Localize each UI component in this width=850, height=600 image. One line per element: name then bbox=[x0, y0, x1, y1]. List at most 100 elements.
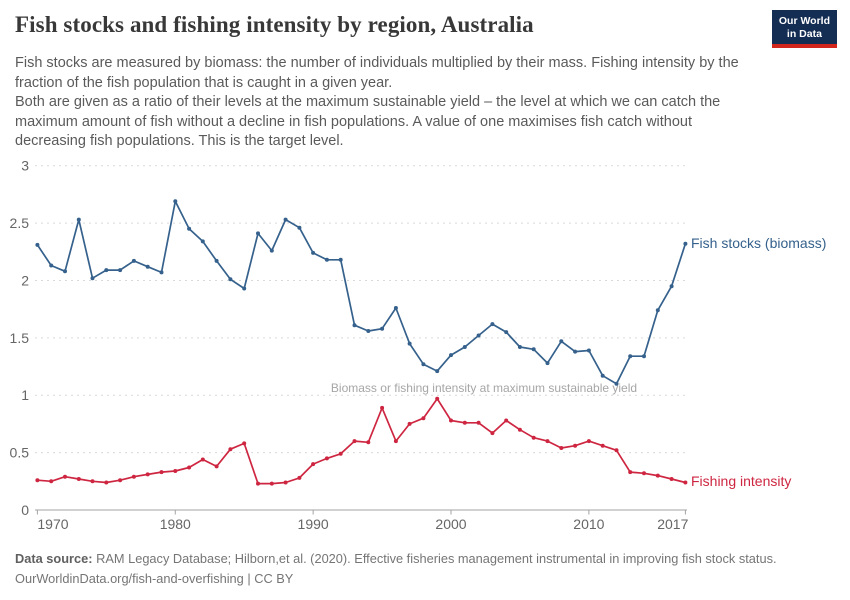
data-point-fish-stocks-biomass-2015 bbox=[655, 308, 660, 313]
data-point-fishing-intensity-1989 bbox=[297, 475, 302, 480]
data-point-fishing-intensity-2011 bbox=[600, 443, 605, 448]
data-point-fish-stocks-biomass-1988 bbox=[283, 217, 288, 222]
data-point-fish-stocks-biomass-1975 bbox=[104, 268, 109, 273]
data-point-fishing-intensity-2002 bbox=[476, 420, 481, 425]
data-point-fish-stocks-biomass-2013 bbox=[628, 354, 633, 359]
data-point-fish-stocks-biomass-1996 bbox=[393, 306, 398, 310]
data-point-fishing-intensity-1996 bbox=[393, 439, 398, 444]
data-point-fish-stocks-biomass-2006 bbox=[531, 347, 536, 352]
data-point-fish-stocks-biomass-1994 bbox=[366, 329, 371, 333]
data-point-fishing-intensity-1976 bbox=[118, 478, 123, 483]
data-point-fish-stocks-biomass-1983 bbox=[214, 258, 219, 263]
data-point-fishing-intensity-1992 bbox=[338, 451, 343, 456]
series-label-fishing-intensity: Fishing intensity bbox=[691, 473, 791, 489]
data-point-fishing-intensity-1981 bbox=[187, 465, 192, 470]
data-point-fish-stocks-biomass-1992 bbox=[338, 257, 343, 262]
data-point-fish-stocks-biomass-1978 bbox=[145, 264, 150, 269]
data-point-fish-stocks-biomass-2014 bbox=[642, 354, 646, 359]
data-point-fishing-intensity-1990 bbox=[311, 462, 316, 467]
data-point-fish-stocks-biomass-2017 bbox=[683, 241, 688, 246]
data-point-fish-stocks-biomass-1997 bbox=[407, 341, 412, 346]
data-point-fish-stocks-biomass-2001 bbox=[462, 345, 467, 349]
chart-subtitle: Fish stocks are measured by biomass: the… bbox=[15, 54, 763, 152]
data-point-fish-stocks-biomass-1993 bbox=[352, 323, 357, 328]
data-point-fishing-intensity-1972 bbox=[63, 474, 67, 479]
line-chart-canvas: 0 0.5 1 1.5 2 2.5 3 1970 1980 1990 2000 2010 2017 Bi… bbox=[10, 158, 827, 532]
footer-url-line[interactable]: OurWorldinData.org/fish-and-overfishing … bbox=[15, 571, 294, 586]
data-point-fishing-intensity-1979 bbox=[159, 470, 164, 475]
data-point-fishing-intensity-1971 bbox=[49, 479, 54, 484]
data-point-fishing-intensity-1977 bbox=[131, 474, 136, 479]
data-point-fish-stocks-biomass-1982 bbox=[200, 239, 205, 244]
data-point-fish-stocks-biomass-1989 bbox=[297, 225, 302, 230]
data-point-fishing-intensity-1973 bbox=[76, 477, 81, 481]
data-point-fishing-intensity-1993 bbox=[352, 439, 357, 444]
data-point-fishing-intensity-2015 bbox=[655, 473, 660, 478]
data-source-text: RAM Legacy Database; Hilborn,et al. (202… bbox=[92, 551, 777, 566]
subtitle-paragraph-2: Both are given as a ratio of their level… bbox=[15, 94, 721, 149]
data-point-fishing-intensity-2013 bbox=[628, 470, 633, 475]
data-point-fishing-intensity-1980 bbox=[173, 469, 178, 473]
data-point-fishing-intensity-2005 bbox=[517, 427, 522, 432]
data-point-fishing-intensity-2003 bbox=[490, 431, 495, 436]
data-point-fish-stocks-biomass-2008 bbox=[559, 339, 564, 344]
data-point-fishing-intensity-2004 bbox=[504, 418, 509, 423]
data-point-fish-stocks-biomass-1971 bbox=[49, 263, 54, 268]
footer-source-line: Data source: RAM Legacy Database; Hilbor… bbox=[15, 549, 777, 569]
owid-logo[interactable]: Our World in Data bbox=[771, 10, 837, 48]
data-point-fish-stocks-biomass-1970 bbox=[35, 242, 40, 247]
data-point-fish-stocks-biomass-2009 bbox=[573, 349, 578, 354]
data-point-fishing-intensity-2009 bbox=[573, 443, 578, 448]
series-line-fish-stocks-biomass bbox=[36, 200, 687, 385]
data-point-fish-stocks-biomass-1981 bbox=[187, 226, 192, 231]
x-axis-tick-label: 1990 bbox=[298, 516, 329, 532]
y-axis-tick-label: 0.5 bbox=[10, 445, 30, 461]
data-point-fishing-intensity-2001 bbox=[462, 420, 467, 425]
data-point-fish-stocks-biomass-1972 bbox=[63, 269, 67, 274]
data-source-label: Data source: bbox=[15, 551, 93, 566]
data-point-fish-stocks-biomass-1973 bbox=[76, 217, 81, 222]
data-point-fish-stocks-biomass-2003 bbox=[490, 322, 495, 327]
data-point-fish-stocks-biomass-1976 bbox=[118, 268, 123, 273]
data-point-fishing-intensity-2010 bbox=[586, 439, 591, 444]
data-point-fish-stocks-biomass-2012 bbox=[614, 381, 619, 386]
data-point-fish-stocks-biomass-2005 bbox=[517, 345, 522, 349]
data-point-fish-stocks-biomass-2007 bbox=[545, 361, 550, 366]
x-axis-tick-label: 2000 bbox=[435, 516, 466, 532]
data-point-fish-stocks-biomass-2010 bbox=[586, 348, 591, 353]
data-point-fish-stocks-biomass-2004 bbox=[504, 330, 509, 335]
owid-logo-line2: in Data bbox=[786, 27, 822, 40]
data-point-fish-stocks-biomass-1974 bbox=[90, 276, 95, 281]
msy-annotation: Biomass or fishing intensity at maximum … bbox=[331, 381, 637, 395]
x-axis-tick-label: 2017 bbox=[657, 516, 688, 532]
data-point-fish-stocks-biomass-2000 bbox=[449, 353, 453, 358]
data-point-fishing-intensity-1985 bbox=[242, 441, 247, 446]
y-axis-tick-label: 3 bbox=[21, 158, 29, 174]
data-point-fishing-intensity-1984 bbox=[228, 447, 233, 452]
y-axis-tick-label: 1 bbox=[21, 387, 29, 403]
data-point-fish-stocks-biomass-2011 bbox=[600, 373, 605, 378]
data-point-fishing-intensity-1991 bbox=[324, 456, 329, 461]
data-point-fishing-intensity-1978 bbox=[145, 472, 150, 477]
data-point-fishing-intensity-1986 bbox=[256, 481, 260, 486]
x-axis-tick-label: 1980 bbox=[160, 516, 191, 532]
data-point-fishing-intensity-2000 bbox=[449, 418, 453, 423]
data-point-fishing-intensity-2007 bbox=[545, 439, 550, 444]
y-axis-tick-label: 2.5 bbox=[10, 215, 30, 231]
data-point-fishing-intensity-1988 bbox=[283, 480, 288, 485]
data-point-fishing-intensity-1987 bbox=[269, 481, 274, 486]
data-point-fish-stocks-biomass-1985 bbox=[242, 286, 247, 291]
data-point-fishing-intensity-2014 bbox=[642, 471, 646, 476]
chart-footer: Data source: RAM Legacy Database; Hilbor… bbox=[15, 549, 777, 589]
data-point-fish-stocks-biomass-1991 bbox=[324, 257, 329, 262]
grid-layer: 0 0.5 1 1.5 2 2.5 3 1970 1980 1990 2000 2010 2017 bbox=[10, 158, 689, 532]
data-point-fish-stocks-biomass-1987 bbox=[269, 248, 274, 253]
y-axis-tick-label: 2 bbox=[21, 272, 29, 288]
data-point-fishing-intensity-1995 bbox=[380, 405, 385, 410]
data-point-fishing-intensity-1982 bbox=[200, 457, 205, 462]
series-layer bbox=[35, 199, 688, 486]
x-axis-tick-label: 2010 bbox=[573, 516, 604, 532]
x-axis-tick-label: 1970 bbox=[37, 516, 68, 532]
subtitle-paragraph-1: Fish stocks are measured by biomass: the… bbox=[15, 55, 739, 91]
data-point-fish-stocks-biomass-1986 bbox=[256, 231, 260, 236]
